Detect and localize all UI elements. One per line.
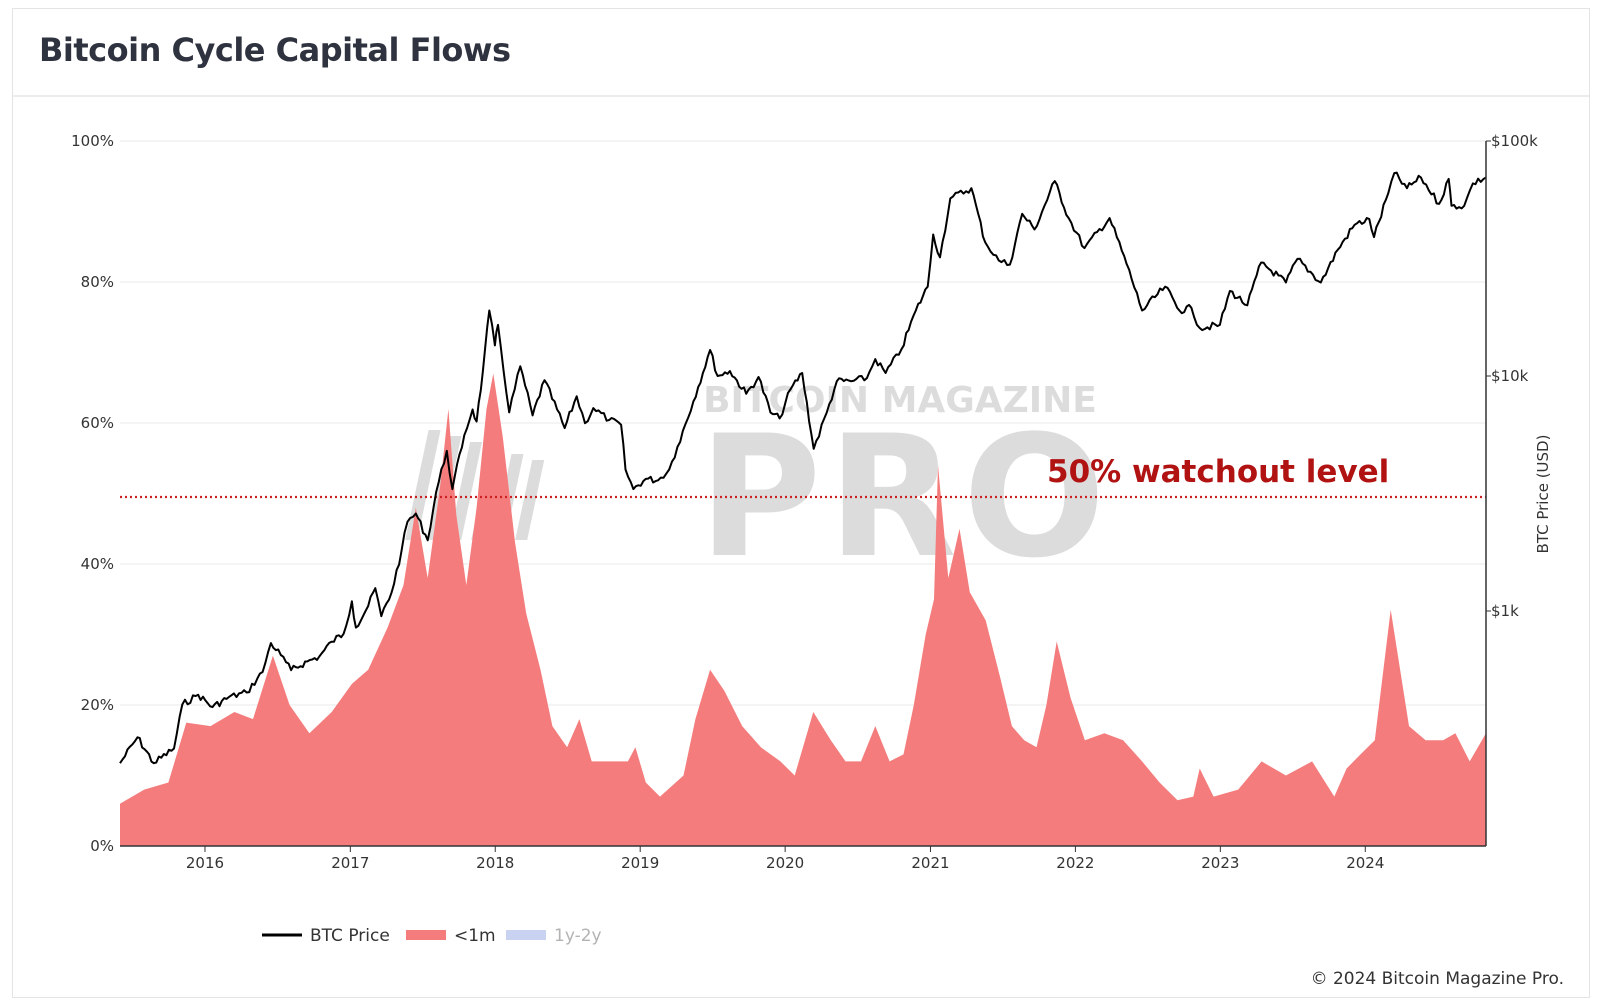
watermark-bar: [449, 442, 483, 540]
x-tick-label: 2024: [1346, 854, 1384, 872]
x-tick-label: 2017: [331, 854, 369, 872]
y-left-tick-label: 40%: [81, 555, 114, 573]
series-btc-price-line: [119, 171, 1487, 765]
legend-item: 1y-2y: [506, 926, 602, 946]
y-right-tick-label: $100k: [1491, 132, 1538, 150]
watermark-bar: [515, 460, 545, 540]
x-tick-label: 2016: [186, 854, 224, 872]
y-left-tick-label: 60%: [81, 414, 114, 432]
x-tick-label: 2023: [1201, 854, 1239, 872]
legend-item: <1m: [406, 926, 496, 946]
y-left-tick-label: 20%: [81, 696, 114, 714]
card-header: Bitcoin Cycle Capital Flows: [13, 9, 1589, 97]
y-left-tick-label: 100%: [71, 132, 114, 150]
y-left-tick-label: 0%: [90, 837, 114, 855]
y-left-tick-label: 80%: [81, 273, 114, 291]
legend-label: <1m: [454, 926, 496, 946]
copyright-text: © 2024 Bitcoin Magazine Pro.: [1310, 969, 1564, 989]
legend-swatch: [406, 930, 446, 940]
x-tick-label: 2018: [476, 854, 514, 872]
legend: BTC Price <1m 1y-2y: [262, 926, 602, 946]
y-right-axis-title: BTC Price (USD): [1534, 435, 1552, 554]
watchout-label: 50% watchout level: [1047, 454, 1389, 490]
x-tick-label: 2021: [911, 854, 949, 872]
series-lt1m-area: [120, 373, 1486, 846]
x-tick-label: 2019: [621, 854, 659, 872]
page-title: Bitcoin Cycle Capital Flows: [39, 31, 511, 69]
watermark-bar: [405, 430, 441, 540]
y-right-tick-label: $1k: [1491, 602, 1519, 620]
legend-label: 1y-2y: [554, 926, 602, 946]
grid-lines: [120, 140, 1486, 706]
watermark-top-text: BITCOIN MAGAZINE: [703, 380, 1097, 421]
y-right-tick-label: $10k: [1491, 367, 1529, 385]
x-tick-label: 2020: [766, 854, 804, 872]
legend-label: BTC Price: [310, 926, 390, 946]
legend-swatch: [506, 930, 546, 940]
x-tick-label: 2022: [1056, 854, 1094, 872]
legend-item: BTC Price: [262, 926, 390, 946]
